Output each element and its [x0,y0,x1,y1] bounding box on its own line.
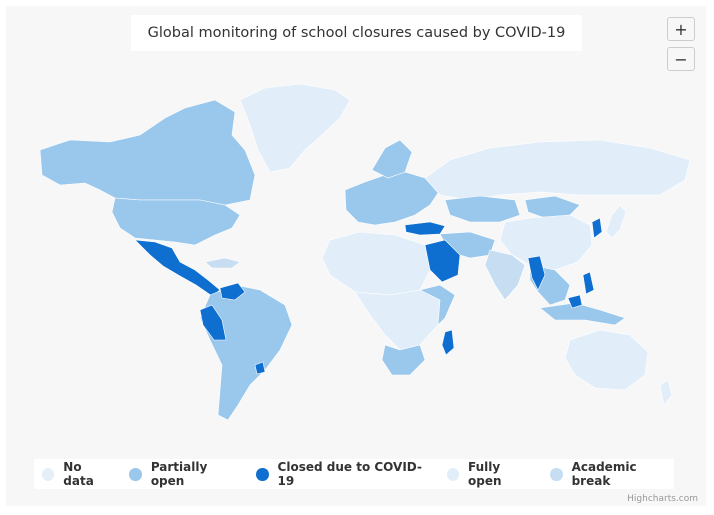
region-venezuela[interactable] [219,282,246,301]
region-south-america[interactable] [199,284,293,421]
legend-label: Academic break [571,460,637,488]
legend-label: Fully open [468,460,502,488]
region-mongolia[interactable] [524,195,581,219]
region-myanmar[interactable] [527,255,546,291]
region-usa[interactable] [111,197,241,246]
region-caribbean[interactable] [204,257,241,269]
legend-dot-icon [446,467,460,481]
legend-item-closed[interactable]: Closed due to COVID-19 [256,460,431,488]
region-mexico[interactable] [134,239,221,297]
region-new-zealand[interactable] [659,379,673,406]
region-canada[interactable] [39,99,256,206]
region-korea[interactable] [591,217,603,239]
zoom-out-button[interactable]: − [667,47,695,71]
legend-dot-icon [42,467,55,481]
region-japan[interactable] [605,204,627,239]
region-north-africa[interactable] [321,231,431,296]
region-greenland[interactable] [239,83,351,173]
region-madagascar[interactable] [441,329,455,356]
region-central-africa[interactable] [354,289,441,351]
legend-dot-icon [256,467,269,481]
legend-item-partially-open[interactable]: Partially open [129,460,240,488]
zoom-in-button[interactable]: + [667,17,695,41]
region-philippines[interactable] [582,271,595,295]
region-peru[interactable] [199,304,227,341]
region-india[interactable] [484,249,526,301]
region-turkey[interactable] [404,221,446,236]
legend: No data Partially open Closed due to COV… [34,459,674,489]
legend-item-fully-open[interactable]: Fully open [446,460,535,488]
region-russia[interactable] [424,139,691,201]
credits-link[interactable]: Highcharts.com [627,494,698,504]
region-southern-africa[interactable] [381,344,426,376]
legend-item-academic-break[interactable]: Academic break [550,460,674,488]
region-australia[interactable] [564,329,649,391]
region-europe[interactable] [344,171,441,226]
region-uruguay[interactable] [254,361,266,375]
legend-dot-icon [129,467,142,481]
region-china[interactable] [499,214,593,271]
region-indonesia[interactable] [539,302,626,326]
region-central-asia[interactable] [444,195,521,223]
legend-dot-icon [550,467,563,481]
region-borneo[interactable] [567,294,583,309]
chart-title: Global monitoring of school closures cau… [131,15,582,51]
legend-item-no-data[interactable]: No data [42,460,113,488]
legend-label: Closed due to COVID-19 [277,460,422,488]
region-east-africa[interactable] [419,284,456,326]
region-scandinavia[interactable] [371,139,413,179]
legend-label: No data [63,460,94,488]
legend-label: Partially open [150,460,208,488]
